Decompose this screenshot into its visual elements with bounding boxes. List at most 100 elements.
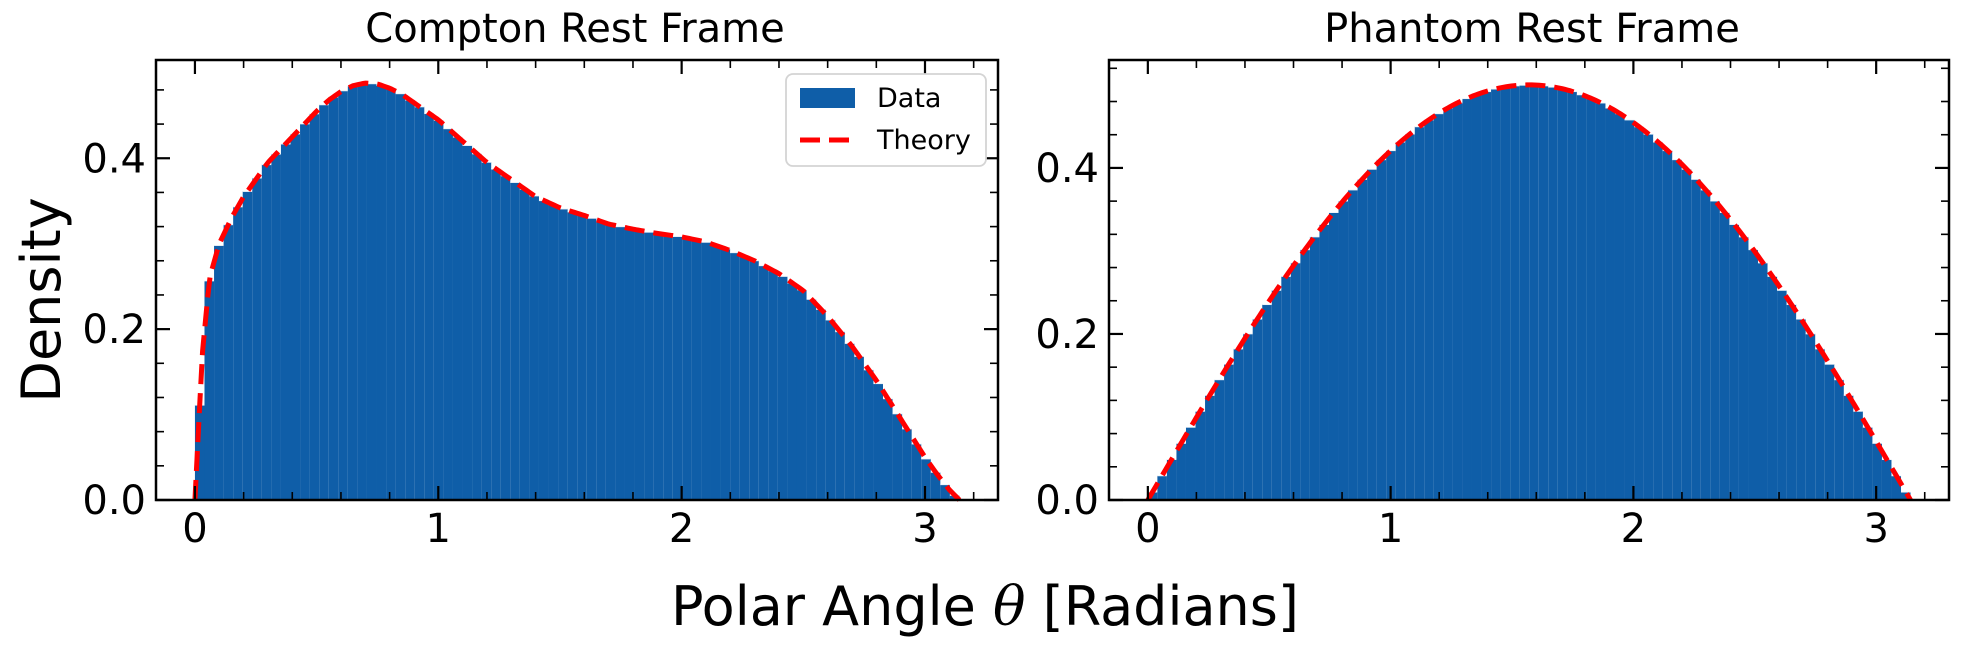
compton-theory-curve xyxy=(192,80,962,502)
compton-panel: Compton Rest Frame 0 1 2 3 0.0 0.2 0.4 Data T… xyxy=(82,6,1000,552)
histogram-bar xyxy=(1881,459,1892,500)
histogram-bar xyxy=(749,260,759,500)
histogram-bar xyxy=(223,224,234,501)
histogram-bar xyxy=(233,206,243,500)
histogram-bar xyxy=(1853,411,1863,500)
histogram-bar xyxy=(1767,276,1778,500)
phantom-y-tick-labels: 0.0 0.2 0.4 xyxy=(1035,146,1099,524)
x-tick-label: 1 xyxy=(1378,506,1403,552)
phantom-ticks xyxy=(1109,60,1949,502)
histogram-bar xyxy=(921,458,931,500)
histogram-bar xyxy=(796,289,807,500)
histogram-bar xyxy=(835,331,845,500)
histogram-bar xyxy=(300,123,310,501)
histogram-bar xyxy=(1815,348,1825,500)
histogram-bar xyxy=(1481,91,1492,501)
histogram-bar xyxy=(1471,94,1482,501)
histogram-bar xyxy=(366,83,377,501)
histogram-bar xyxy=(328,96,339,500)
compton-axes-frame xyxy=(154,58,1000,502)
histogram-bar xyxy=(433,120,444,500)
histogram-bar xyxy=(1729,224,1739,500)
histogram-bar xyxy=(605,224,616,500)
histogram-bar xyxy=(1653,141,1663,500)
histogram-bar xyxy=(510,182,520,500)
histogram-bar xyxy=(472,153,482,500)
histogram-bar xyxy=(863,369,874,500)
histogram-bar xyxy=(1548,86,1558,501)
histogram-bar xyxy=(1367,169,1377,501)
histogram-bar xyxy=(1834,379,1844,500)
histogram-bar xyxy=(1872,443,1882,500)
compton-y-tick-labels: 0.0 0.2 0.4 xyxy=(82,136,146,524)
histogram-bar xyxy=(395,93,406,501)
histogram-bar xyxy=(634,230,645,500)
histogram-bar xyxy=(1843,395,1854,500)
histogram-bar xyxy=(280,143,291,501)
histogram-bar xyxy=(1224,364,1234,500)
histogram-bar xyxy=(1376,159,1387,500)
histogram-bar xyxy=(309,113,320,500)
histogram-bar xyxy=(1405,133,1415,501)
histogram-bar xyxy=(787,282,797,500)
legend-data-swatch xyxy=(800,88,855,108)
histogram-bar xyxy=(1719,212,1730,500)
histogram-bar xyxy=(710,245,721,500)
histogram-bar xyxy=(319,104,329,500)
compton-x-tick-labels: 0 1 2 3 xyxy=(182,506,938,552)
histogram-bar xyxy=(892,413,903,500)
x-tick-label: 2 xyxy=(669,506,694,552)
histogram-bar xyxy=(558,208,568,500)
histogram-bar xyxy=(1281,276,1291,500)
histogram-bar xyxy=(806,299,817,500)
histogram-bar xyxy=(1672,159,1682,500)
histogram-bar xyxy=(1271,290,1282,500)
histogram-bar xyxy=(758,265,769,500)
y-tick-label: 0.4 xyxy=(1035,146,1099,192)
histogram-bar xyxy=(1519,84,1530,501)
histogram-bar xyxy=(567,211,578,501)
histogram-bar xyxy=(405,99,415,500)
histogram-bar xyxy=(624,228,635,501)
histogram-bar xyxy=(214,245,224,500)
histogram-bar xyxy=(1805,333,1816,500)
phantom-panel-title: Phantom Rest Frame xyxy=(1324,6,1740,52)
histogram-bar xyxy=(242,191,253,501)
histogram-bar xyxy=(1414,126,1425,501)
histogram-bar xyxy=(204,280,215,500)
histogram-bar xyxy=(1290,262,1301,500)
y-tick-label: 0.4 xyxy=(82,136,146,182)
histogram-bar xyxy=(1538,85,1549,500)
histogram-bar xyxy=(682,238,692,500)
histogram-bar xyxy=(500,175,511,500)
histogram-bar xyxy=(1615,113,1625,501)
compton-histogram xyxy=(194,82,960,501)
x-axis-label: Polar Angle θ [Radians] xyxy=(671,575,1299,638)
phantom-theory-curve xyxy=(1145,82,1913,502)
histogram-bar xyxy=(1357,179,1368,500)
histogram-bar xyxy=(1500,86,1511,501)
histogram-bar xyxy=(386,88,396,501)
y-axis-label: Density xyxy=(10,197,73,402)
histogram-bar xyxy=(586,218,597,500)
x-tick-label: 0 xyxy=(1135,506,1160,552)
histogram-bar xyxy=(1862,427,1873,500)
histogram-bar xyxy=(538,200,549,500)
histogram-bar xyxy=(1605,107,1615,500)
histogram-bar xyxy=(1166,459,1177,500)
histogram-bar xyxy=(424,113,434,500)
histogram-bar xyxy=(883,398,893,500)
histogram-bar xyxy=(691,240,702,500)
histogram-bar xyxy=(1462,98,1472,500)
y-tick-label: 0.0 xyxy=(82,478,146,524)
histogram-bar xyxy=(1681,169,1692,501)
histogram-bar xyxy=(1576,94,1587,501)
histogram-bar xyxy=(1748,249,1758,500)
histogram-bar xyxy=(596,221,606,500)
x-tick-label: 1 xyxy=(426,506,451,552)
histogram-bar xyxy=(357,83,367,500)
histogram-bar xyxy=(1796,318,1806,500)
histogram-bar xyxy=(1786,304,1797,500)
histogram-bar xyxy=(902,428,912,500)
histogram-bar xyxy=(1338,200,1349,500)
